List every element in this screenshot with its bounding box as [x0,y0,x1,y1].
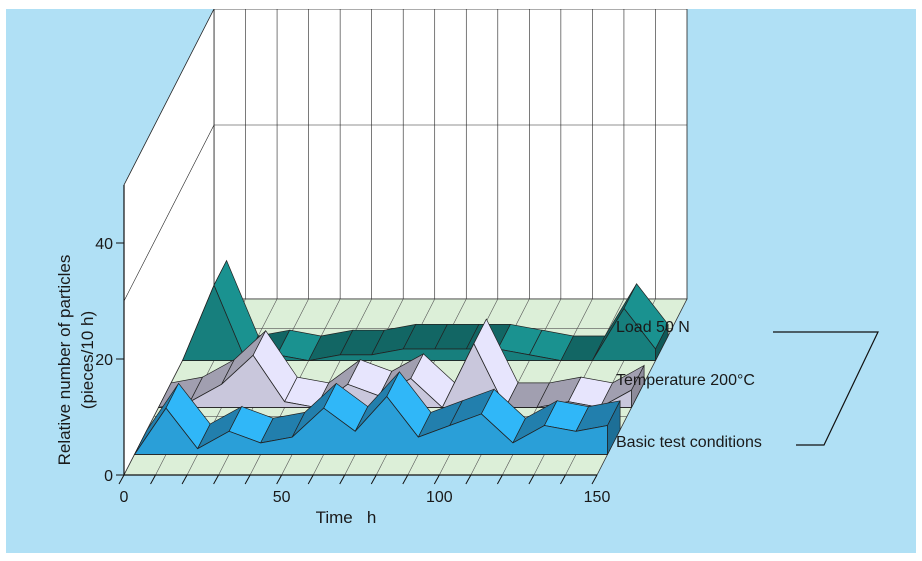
chart-axes: 0 50 100 150 0 20 40 [95,185,610,506]
x-tick-mark [402,474,409,485]
ribbon-end-face [607,400,621,455]
x-tick-label: 0 [120,489,129,506]
chart-series-group [133,259,669,455]
legend-label: Temperature 200°C [616,372,755,389]
x-tick-mark [560,474,566,485]
y-axis-label: Relative number of particles [55,255,74,466]
chart-svg: 0 50 100 150 0 20 40 Basic test conditions Temp… [55,8,879,527]
x-tick-mark [276,474,283,485]
back-wall [213,8,688,300]
x-axis-label: Time h [316,508,377,527]
x-tick-mark [591,474,598,485]
x-tick-label: 100 [426,489,453,506]
x-tick-mark [528,474,535,485]
x-tick-mark [118,474,125,485]
legend-leader-line [773,331,879,446]
series-ribbon [133,371,621,455]
x-tick-mark [465,474,472,485]
y-tick-label: 20 [95,352,113,369]
x-tick-mark [181,474,188,485]
y-tick-label: 0 [104,468,113,485]
x-tick-mark [339,474,346,485]
ribbon-front-face [133,395,608,455]
legend-label: Load 50 N [616,319,690,336]
ribbon-end-face [655,324,669,361]
legend-label: Basic test conditions [616,434,762,451]
x-tick-mark [150,474,156,485]
chart-legend: Basic test conditions Temperature 200°C Lo… [616,319,879,451]
x-tick-mark [433,474,440,485]
chart-walls [123,8,688,476]
wall-grid-line [123,124,215,302]
ribbon-end-face [631,365,645,408]
x-tick-label: 150 [584,489,611,506]
x-tick-mark [213,474,220,485]
x-tick-label: 50 [273,489,291,506]
y-tick-label: 40 [95,236,113,253]
chart-figure: 0 50 100 150 0 20 40 Basic test conditions Temp… [6,8,916,553]
x-tick-mark [370,474,377,485]
y-axis-unit-label: (pieces/10 h) [78,311,97,409]
x-tick-mark [244,474,251,485]
series-ribbon [181,259,669,362]
x-tick-mark [496,474,503,485]
x-tick-mark [307,474,314,485]
